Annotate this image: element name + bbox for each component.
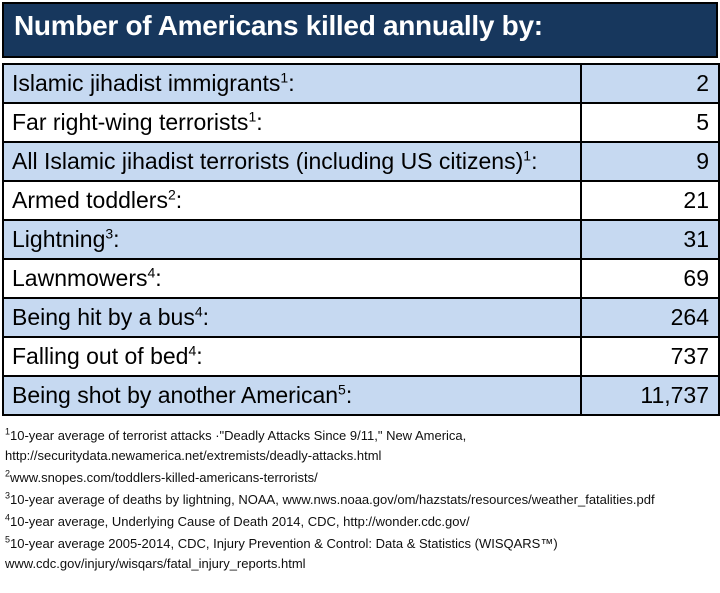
footnote-url: http://securitydata.newamerica.net/extre… [5, 448, 382, 463]
cause-label-cell: Lawnmowers4: [2, 258, 582, 299]
cause-label-cell: Being shot by another American5: [2, 375, 582, 416]
cause-label-cell: Armed toddlers2: [2, 180, 582, 221]
label-suffix: : [155, 265, 162, 291]
footnote-4: 410-year average, Underlying Cause of De… [5, 512, 716, 532]
value-cell: 11,737 [580, 375, 720, 416]
cause-label: Being shot by another American [12, 382, 339, 408]
table-row: Far right-wing terrorists1: 5 [2, 102, 720, 143]
label-suffix: : [113, 226, 120, 252]
footnote-marker: 4 [5, 512, 11, 523]
footnote-marker: 4 [194, 303, 203, 320]
cause-label: All Islamic jihadist terrorists (includi… [12, 148, 524, 174]
cause-label-cell: Far right-wing terrorists1: [2, 102, 582, 143]
cause-label: Far right-wing terrorists [12, 109, 249, 135]
value-cell: 264 [580, 297, 720, 338]
footnote-marker: 1 [5, 426, 11, 437]
footnote-3: 310-year average of deaths by lightning,… [5, 490, 716, 510]
stats-table: Islamic jihadist immigrants1: 2 Far righ… [2, 63, 720, 416]
footnote-text: 10-year average 2005-2014, CDC, Injury P… [10, 536, 558, 551]
footnote-marker: 4 [188, 342, 197, 359]
footnote-marker: 1 [523, 147, 532, 164]
table-row: Islamic jihadist immigrants1: 2 [2, 63, 720, 104]
label-suffix: : [345, 382, 353, 408]
cause-label-cell: Falling out of bed4: [2, 336, 582, 377]
cause-label: Lightning [12, 226, 106, 252]
footnote-marker: 4 [147, 264, 156, 281]
footnote-text: www.snopes.com/toddlers-killed-americans… [10, 470, 318, 485]
footnote-marker: 5 [5, 534, 11, 545]
cause-label: Falling out of bed [12, 343, 189, 369]
footnote-text: 10-year average, Underlying Cause of Dea… [10, 514, 470, 529]
page-title: Number of Americans killed annually by: [14, 10, 543, 41]
cause-label-cell: All Islamic jihadist terrorists (includi… [2, 141, 582, 182]
label-suffix: : [196, 343, 203, 369]
label-suffix: : [288, 70, 295, 96]
value-cell: 737 [580, 336, 720, 377]
table-row: Falling out of bed4: 737 [2, 336, 720, 377]
footnote-marker: 5 [338, 381, 346, 398]
value-cell: 2 [580, 63, 720, 104]
label-suffix: : [175, 187, 183, 213]
table-row: Lightning3: 31 [2, 219, 720, 260]
footnote-5: 510-year average 2005-2014, CDC, Injury … [5, 534, 716, 574]
cause-label-cell: Being hit by a bus4: [2, 297, 582, 338]
table-row: Armed toddlers2: 21 [2, 180, 720, 221]
footnotes-section: 110-year average of terrorist attacks ·"… [0, 416, 720, 574]
cause-label-cell: Islamic jihadist immigrants1: [2, 63, 582, 104]
value-cell: 5 [580, 102, 720, 143]
cause-label-cell: Lightning3: [2, 219, 582, 260]
table-row: Being hit by a bus4: 264 [2, 297, 720, 338]
footnote-2: 2www.snopes.com/toddlers-killed-american… [5, 468, 716, 488]
value-cell: 31 [580, 219, 720, 260]
footnote-marker: 3 [105, 225, 114, 242]
value-cell: 69 [580, 258, 720, 299]
label-suffix: : [531, 148, 538, 174]
title-bar: Number of Americans killed annually by: [2, 2, 718, 58]
footnote-marker: 1 [280, 69, 289, 86]
table-row: All Islamic jihadist terrorists (includi… [2, 141, 720, 182]
footnote-marker: 3 [5, 490, 11, 501]
footnote-text: 10-year average of deaths by lightning, … [10, 492, 655, 507]
footnote-marker: 1 [248, 108, 257, 125]
footnote-marker: 2 [5, 468, 11, 479]
footnote-1: 110-year average of terrorist attacks ·"… [5, 426, 716, 466]
footnote-url: www.cdc.gov/injury/wisqars/fatal_injury_… [5, 556, 306, 571]
table-row: Lawnmowers4: 69 [2, 258, 720, 299]
cause-label: Islamic jihadist immigrants [12, 70, 281, 96]
value-cell: 21 [580, 180, 720, 221]
cause-label: Lawnmowers [12, 265, 148, 291]
cause-label: Armed toddlers [12, 187, 168, 213]
cause-label: Being hit by a bus [12, 304, 195, 330]
footnote-text: 10-year average of terrorist attacks ·"D… [10, 428, 467, 443]
footnote-marker: 2 [167, 186, 176, 203]
table-row: Being shot by another American5: 11,737 [2, 375, 720, 416]
label-suffix: : [256, 109, 263, 135]
value-cell: 9 [580, 141, 720, 182]
label-suffix: : [202, 304, 210, 330]
